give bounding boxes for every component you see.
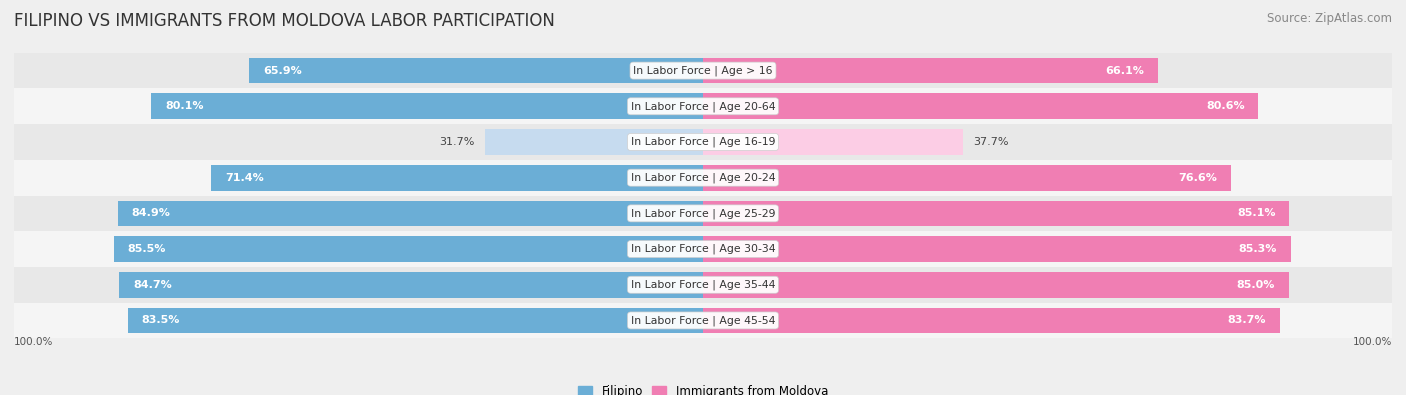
Bar xyxy=(249,58,703,83)
Bar xyxy=(152,94,703,119)
Text: 83.7%: 83.7% xyxy=(1227,316,1265,325)
Bar xyxy=(14,267,1392,303)
Bar xyxy=(703,58,1159,83)
Text: 85.5%: 85.5% xyxy=(128,244,166,254)
Text: In Labor Force | Age > 16: In Labor Force | Age > 16 xyxy=(633,65,773,76)
Text: In Labor Force | Age 20-24: In Labor Force | Age 20-24 xyxy=(631,173,775,183)
Bar xyxy=(114,236,703,262)
Legend: Filipino, Immigrants from Moldova: Filipino, Immigrants from Moldova xyxy=(574,380,832,395)
Text: In Labor Force | Age 30-34: In Labor Force | Age 30-34 xyxy=(631,244,775,254)
Text: 84.9%: 84.9% xyxy=(132,209,170,218)
Bar xyxy=(14,196,1392,231)
Bar xyxy=(128,308,703,333)
Text: 76.6%: 76.6% xyxy=(1178,173,1218,182)
Text: 85.3%: 85.3% xyxy=(1239,244,1277,254)
Text: 31.7%: 31.7% xyxy=(439,137,474,147)
Bar xyxy=(14,124,1392,160)
Bar xyxy=(211,165,703,190)
Text: 37.7%: 37.7% xyxy=(973,137,1008,147)
Text: 71.4%: 71.4% xyxy=(225,173,264,182)
Text: In Labor Force | Age 25-29: In Labor Force | Age 25-29 xyxy=(631,208,775,218)
Text: FILIPINO VS IMMIGRANTS FROM MOLDOVA LABOR PARTICIPATION: FILIPINO VS IMMIGRANTS FROM MOLDOVA LABO… xyxy=(14,12,555,30)
Text: 85.1%: 85.1% xyxy=(1237,209,1275,218)
Text: In Labor Force | Age 16-19: In Labor Force | Age 16-19 xyxy=(631,137,775,147)
Bar xyxy=(485,129,703,155)
Bar xyxy=(14,231,1392,267)
Bar xyxy=(703,272,1289,297)
Text: 84.7%: 84.7% xyxy=(134,280,172,290)
Bar xyxy=(703,94,1258,119)
Bar xyxy=(118,201,703,226)
Text: 83.5%: 83.5% xyxy=(142,316,180,325)
Bar xyxy=(703,129,963,155)
Text: In Labor Force | Age 45-54: In Labor Force | Age 45-54 xyxy=(631,315,775,326)
Text: 100.0%: 100.0% xyxy=(1353,337,1392,347)
Bar xyxy=(703,201,1289,226)
Text: 80.6%: 80.6% xyxy=(1206,101,1244,111)
Text: Source: ZipAtlas.com: Source: ZipAtlas.com xyxy=(1267,12,1392,25)
Bar xyxy=(703,308,1279,333)
Bar xyxy=(14,88,1392,124)
Text: 100.0%: 100.0% xyxy=(14,337,53,347)
Text: 85.0%: 85.0% xyxy=(1236,280,1275,290)
Text: 80.1%: 80.1% xyxy=(165,101,204,111)
Bar xyxy=(703,165,1230,190)
Text: 65.9%: 65.9% xyxy=(263,66,301,75)
Bar xyxy=(14,160,1392,196)
Bar xyxy=(120,272,703,297)
Text: In Labor Force | Age 35-44: In Labor Force | Age 35-44 xyxy=(631,280,775,290)
Text: 66.1%: 66.1% xyxy=(1105,66,1144,75)
Bar xyxy=(14,303,1392,338)
Bar xyxy=(703,236,1291,262)
Text: In Labor Force | Age 20-64: In Labor Force | Age 20-64 xyxy=(631,101,775,111)
Bar xyxy=(14,53,1392,88)
